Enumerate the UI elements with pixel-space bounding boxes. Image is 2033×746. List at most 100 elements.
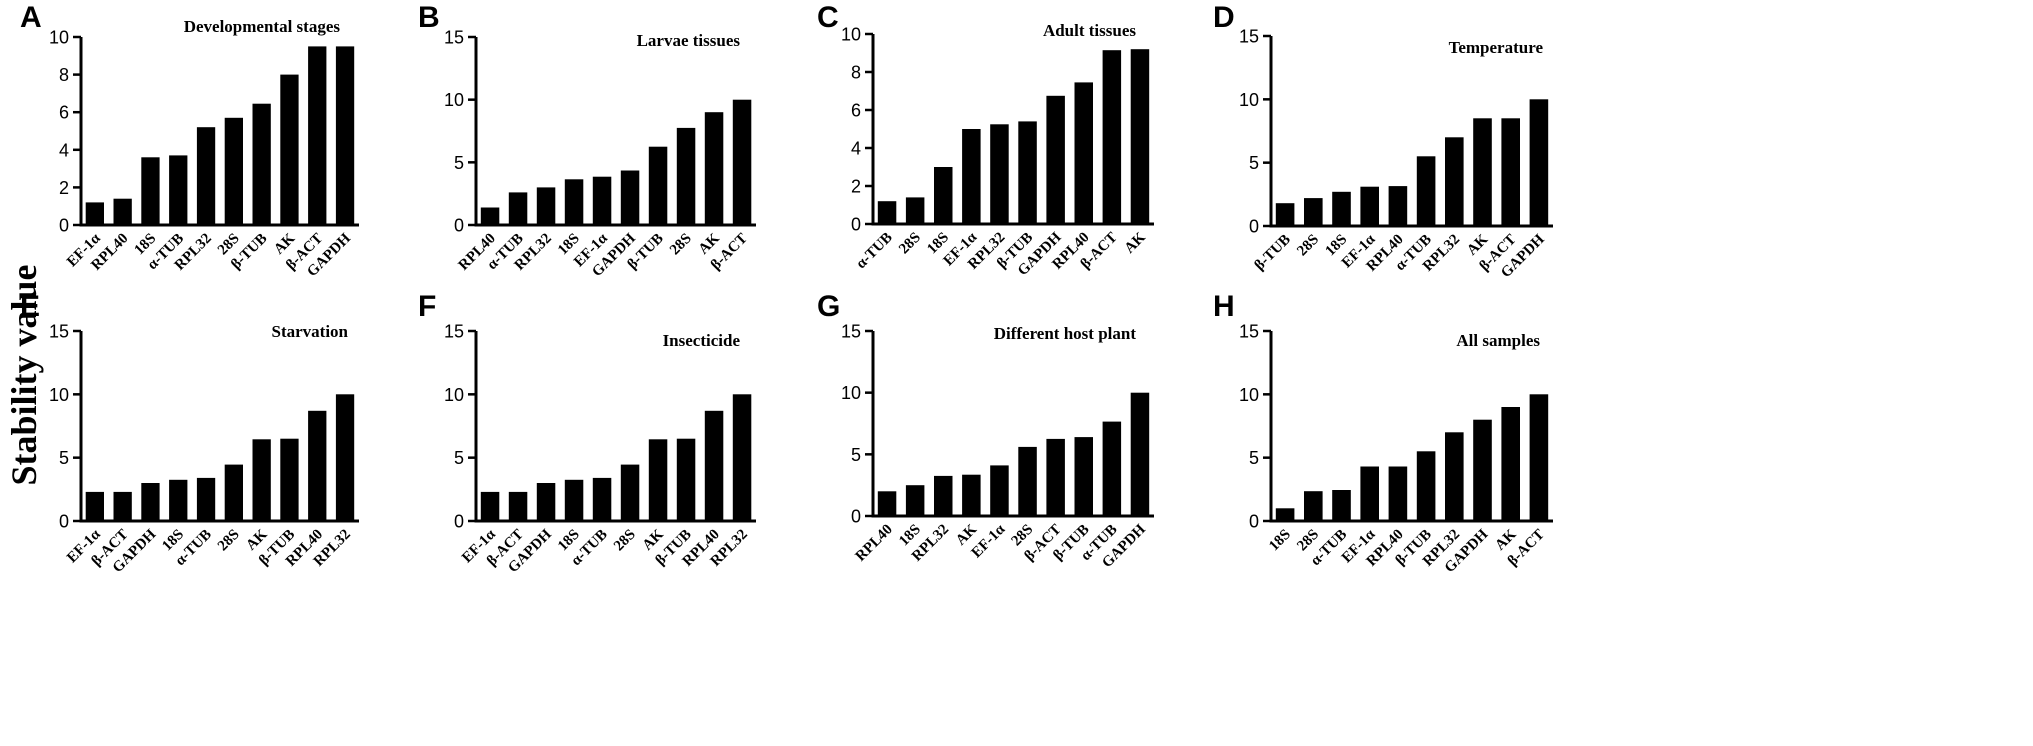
bar xyxy=(934,167,953,224)
bar xyxy=(877,491,897,516)
bar xyxy=(1074,437,1093,516)
panels: A Developmental stages 0 2 4 6 8 10 EF-1α RPL40 18… xyxy=(20,1,1553,576)
x-tick-label: 28S xyxy=(667,231,695,259)
bar xyxy=(905,197,925,224)
y-tick-label: 0 xyxy=(1249,512,1259,532)
bar xyxy=(224,464,243,521)
y-tick-label: 15 xyxy=(841,322,861,342)
y-tick-label: 0 xyxy=(59,216,69,236)
bar xyxy=(1360,186,1379,226)
bar xyxy=(1388,466,1408,521)
bar xyxy=(1529,99,1549,226)
y-tick-label: 6 xyxy=(59,103,69,123)
chart-title: Insecticide xyxy=(663,331,741,350)
y-tick-label: 10 xyxy=(841,25,861,45)
bar xyxy=(1445,137,1464,226)
x-tick-label: RPL40 xyxy=(853,522,896,565)
y-tick-label: 10 xyxy=(1239,385,1259,405)
y-tick-label: 8 xyxy=(59,65,69,85)
chart-title: Developmental stages xyxy=(184,17,341,36)
bar xyxy=(196,127,216,225)
bar xyxy=(1046,438,1065,516)
panel-letter: B xyxy=(418,1,440,34)
x-tick-label: AK xyxy=(1122,229,1149,256)
panel-letter: D xyxy=(1213,1,1235,34)
bar xyxy=(85,491,104,521)
bar xyxy=(592,176,612,225)
y-tick-label: 5 xyxy=(454,448,464,468)
panel-letter: G xyxy=(817,290,840,323)
y-tick-label: 2 xyxy=(59,178,69,198)
bar xyxy=(1130,49,1150,225)
y-tick-label: 0 xyxy=(454,216,464,236)
bar xyxy=(934,475,953,516)
bar xyxy=(196,477,216,521)
y-tick-label: 8 xyxy=(851,63,861,83)
bar xyxy=(280,74,299,225)
bar xyxy=(704,112,724,225)
chart-title: Larvae tissues xyxy=(637,31,741,50)
x-tick-label: α-TUB xyxy=(853,230,896,273)
x-tick-label: 28S xyxy=(611,527,639,555)
shared-y-axis-label: Stability value xyxy=(4,264,44,485)
y-tick-label: 15 xyxy=(1239,322,1259,342)
bar xyxy=(113,491,132,521)
bar xyxy=(1416,156,1436,226)
bar xyxy=(308,46,327,226)
y-tick-label: 15 xyxy=(49,322,69,342)
chart-title: All samples xyxy=(1456,331,1540,350)
y-tick-label: 5 xyxy=(851,445,861,465)
panel-letter: E xyxy=(20,290,40,323)
bar xyxy=(962,474,981,516)
panel-letter: C xyxy=(817,1,839,34)
bar xyxy=(1501,407,1520,521)
chart-title: Temperature xyxy=(1449,38,1544,57)
panel-letter: F xyxy=(418,290,436,323)
x-tick-label: 18S xyxy=(1266,527,1294,555)
bar xyxy=(1445,432,1464,521)
y-tick-label: 10 xyxy=(49,28,69,48)
bar xyxy=(877,201,897,224)
bar xyxy=(990,124,1009,225)
bar xyxy=(676,127,696,225)
bar xyxy=(536,187,556,225)
y-tick-label: 10 xyxy=(444,385,464,405)
bar xyxy=(480,491,500,521)
bar xyxy=(335,46,355,226)
y-tick-label: 15 xyxy=(444,28,464,48)
bar xyxy=(1360,466,1379,521)
bar xyxy=(85,202,104,225)
bar xyxy=(141,157,160,225)
bar xyxy=(252,439,271,521)
panel-letter: H xyxy=(1213,290,1235,323)
x-tick-label: 28S xyxy=(896,230,924,258)
bar xyxy=(592,477,612,521)
bar xyxy=(962,129,981,224)
bar xyxy=(280,438,299,521)
bar xyxy=(1275,203,1295,226)
bar xyxy=(905,485,925,516)
bar xyxy=(620,170,640,225)
bar xyxy=(252,103,271,225)
y-tick-label: 15 xyxy=(1239,27,1259,47)
chart-title: Starvation xyxy=(272,322,349,341)
x-tick-label: EF-1α xyxy=(969,521,1009,561)
panel-letter: A xyxy=(20,1,42,34)
y-tick-label: 4 xyxy=(851,139,861,159)
bar xyxy=(536,483,556,521)
chart-title: Adult tissues xyxy=(1043,21,1136,40)
bar xyxy=(480,207,500,225)
bar xyxy=(620,464,640,521)
bar xyxy=(1018,446,1037,516)
y-tick-label: 4 xyxy=(59,140,69,160)
y-tick-label: 2 xyxy=(851,177,861,197)
x-tick-label: β-TUB xyxy=(1252,232,1294,274)
bar xyxy=(1501,118,1520,226)
y-tick-label: 5 xyxy=(454,153,464,173)
bar xyxy=(648,439,668,521)
